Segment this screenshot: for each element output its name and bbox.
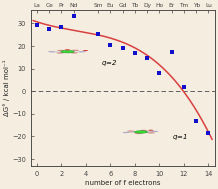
Point	[207, 132, 210, 135]
Point	[96, 32, 100, 35]
Circle shape	[57, 50, 65, 51]
Point	[158, 72, 161, 75]
Circle shape	[48, 51, 55, 52]
Point	[47, 28, 51, 31]
Circle shape	[134, 131, 148, 133]
Circle shape	[135, 133, 142, 134]
Point	[109, 43, 112, 46]
Circle shape	[127, 130, 134, 132]
Circle shape	[140, 130, 147, 131]
Point	[72, 14, 75, 17]
Point	[121, 47, 124, 50]
Point	[170, 50, 173, 53]
Point	[194, 119, 198, 122]
Point	[35, 23, 39, 26]
Circle shape	[56, 52, 64, 54]
Y-axis label: ΔG° / kcal mol⁻¹: ΔG° / kcal mol⁻¹	[3, 60, 10, 116]
Circle shape	[71, 52, 78, 53]
Point	[133, 51, 137, 54]
X-axis label: number of f electrons: number of f electrons	[85, 180, 160, 186]
Point	[145, 57, 149, 60]
Circle shape	[83, 50, 88, 51]
Text: $q$=1: $q$=1	[172, 132, 187, 142]
Circle shape	[61, 50, 74, 53]
Point	[60, 25, 63, 28]
Circle shape	[148, 132, 155, 133]
Circle shape	[78, 51, 86, 52]
Circle shape	[72, 50, 79, 51]
Circle shape	[148, 130, 153, 131]
Circle shape	[65, 49, 70, 50]
Point	[182, 85, 186, 88]
Circle shape	[122, 132, 130, 133]
Circle shape	[151, 131, 158, 132]
Text: $q$=2: $q$=2	[100, 58, 117, 68]
